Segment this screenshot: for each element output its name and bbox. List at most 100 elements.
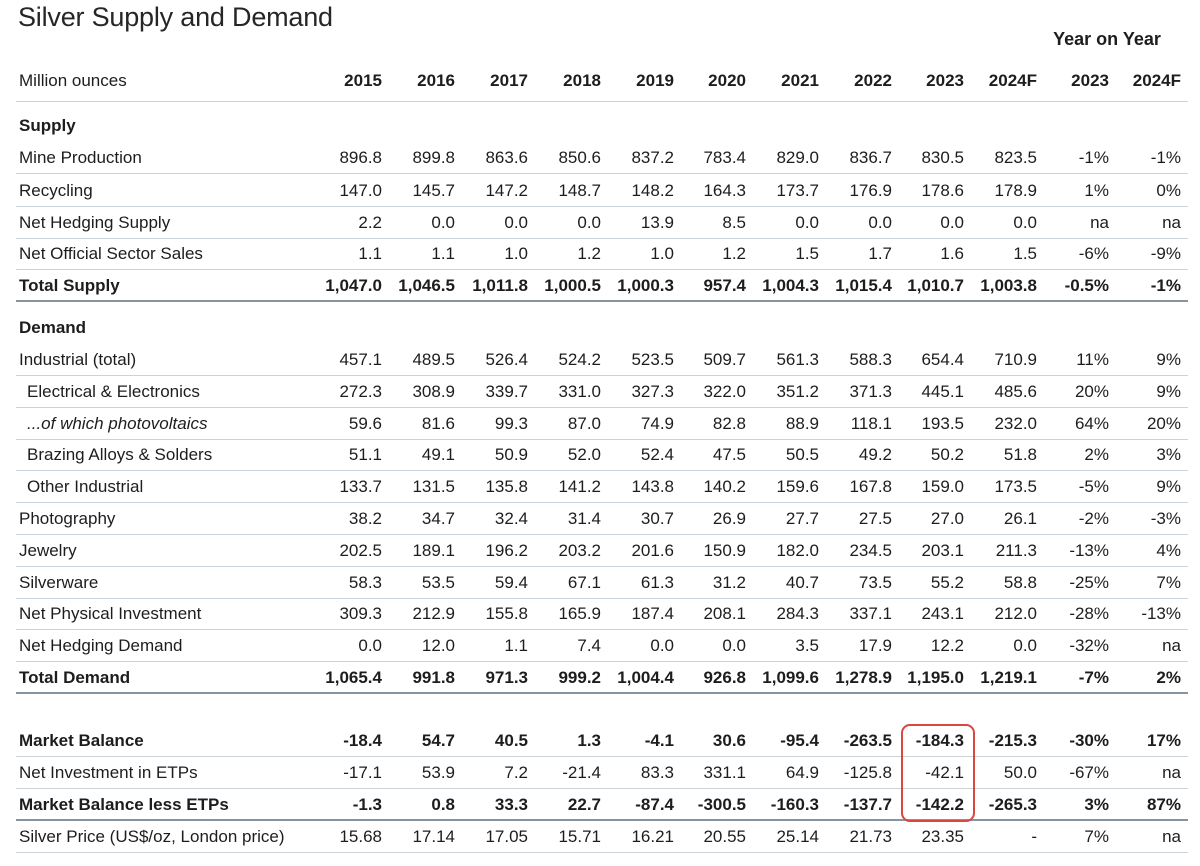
column-header: 2015 (344, 71, 382, 90)
table-cell: -3% (1150, 509, 1181, 528)
row-label: Recycling (19, 181, 93, 200)
table-cell: 140.2 (703, 477, 746, 496)
table-cell: 196.2 (485, 541, 528, 560)
table-cell: 15.71 (558, 827, 601, 846)
table-cell: 26.1 (1003, 509, 1037, 528)
table-cell: 0.0 (1013, 213, 1037, 232)
table-cell: 896.8 (339, 148, 382, 167)
table-cell: 2% (1156, 668, 1181, 687)
table-cell: 0.0 (650, 636, 674, 655)
table-cell: 20% (1074, 382, 1109, 401)
table-row: ...of which photovoltaics 59.6 81.6 99.3 87.… (0, 408, 1200, 440)
table-cell: 0.0 (795, 213, 819, 232)
table-cell: 131.5 (412, 477, 455, 496)
table-cell: 1% (1084, 181, 1109, 200)
table-cell: 1.2 (577, 244, 601, 263)
table-cell: na (1162, 636, 1181, 655)
table-cell: 59.4 (494, 573, 528, 592)
table-cell: -0.5% (1064, 276, 1109, 295)
table-cell: 3% (1156, 445, 1181, 464)
table-cell: 11% (1076, 350, 1109, 369)
table-cell: 27.0 (930, 509, 964, 528)
table-cell: 1,015.4 (835, 276, 892, 295)
row-label: Supply (19, 116, 76, 135)
table-cell: 141.2 (558, 477, 601, 496)
table-cell: 21.73 (849, 827, 892, 846)
table-cell: 830.5 (921, 148, 964, 167)
table-cell: 485.6 (994, 382, 1037, 401)
table-cell: 53.5 (421, 573, 455, 592)
table-row: Recycling 147.0 145.7 147.2 148.7 148.2 164.3 1… (0, 175, 1200, 207)
table-cell: 16.21 (631, 827, 674, 846)
table-row: Brazing Alloys & Solders 51.1 49.1 50.9 52.0… (0, 439, 1200, 471)
table-cell: 272.3 (339, 382, 382, 401)
table-cell: 173.7 (776, 181, 819, 200)
table-cell: -2% (1078, 509, 1109, 528)
table-cell: 0.0 (577, 213, 601, 232)
highlight-box (901, 724, 975, 822)
table-cell: 7% (1084, 827, 1109, 846)
table-cell: 2% (1084, 445, 1109, 464)
table-cell: 15.68 (339, 827, 382, 846)
row-label: Total Supply (19, 276, 120, 295)
table-cell: 67.1 (567, 573, 601, 592)
table-row: Net Official Sector Sales 1.1 1.1 1.0 1.2 1.0… (0, 238, 1200, 270)
table-cell: 0.0 (940, 213, 964, 232)
table-cell: 51.8 (1003, 445, 1037, 464)
table-cell: 187.4 (631, 604, 674, 623)
table-cell: 212.9 (412, 604, 455, 623)
table-cell: 339.7 (485, 382, 528, 401)
table-cell: 159.0 (921, 477, 964, 496)
table-cell: 654.4 (921, 350, 964, 369)
table-cell: 837.2 (631, 148, 674, 167)
table-cell: -87.4 (635, 795, 674, 814)
table-cell: 9% (1156, 382, 1181, 401)
table-cell: 50.2 (930, 445, 964, 464)
row-label: Total Demand (19, 668, 131, 687)
table-cell: 863.6 (485, 148, 528, 167)
section-header: Demand (0, 312, 1200, 344)
table-cell: 1.0 (504, 244, 528, 263)
column-header: 2023 (1071, 71, 1109, 90)
row-label: Market Balance less ETPs (19, 795, 229, 814)
table-cell: 526.4 (485, 350, 528, 369)
table-cell: 118.1 (850, 414, 892, 433)
table-cell: 9% (1156, 477, 1181, 496)
table-cell: 64.9 (785, 763, 819, 782)
table-cell: 40.7 (785, 573, 819, 592)
table-row: Silverware 58.3 53.5 59.4 67.1 61.3 31.2 40.7 73… (0, 567, 1200, 599)
table-cell: -18.4 (343, 731, 382, 750)
column-header: 2024F (1132, 71, 1181, 90)
table-row: Photography 38.2 34.7 32.4 31.4 30.7 26.9 27.7 2… (0, 503, 1200, 535)
column-header: 2021 (781, 71, 819, 90)
table-cell: 836.7 (849, 148, 892, 167)
table-cell: 1,195.0 (907, 668, 964, 687)
table-cell: 2.2 (358, 213, 382, 232)
table-cell: -215.3 (988, 731, 1037, 750)
table-cell: 203.1 (921, 541, 964, 560)
table-cell: 829.0 (776, 148, 819, 167)
table-cell: 1.2 (722, 244, 746, 263)
table-cell: 710.9 (994, 350, 1037, 369)
table-cell: 147.0 (339, 181, 382, 200)
table-cell: 167.8 (849, 477, 892, 496)
table-cell: 143.8 (631, 477, 674, 496)
table-cell: 52.4 (640, 445, 674, 464)
table-cell: 1.1 (431, 244, 455, 263)
table-cell: 445.1 (921, 382, 964, 401)
table-cell: 34.7 (421, 509, 455, 528)
table-cell: 50.0 (1003, 763, 1037, 782)
table-cell: -17.1 (343, 763, 382, 782)
table-cell: 351.2 (776, 382, 819, 401)
table-cell: -32% (1069, 636, 1109, 655)
row-label: Jewelry (19, 541, 77, 560)
table-cell: -21.4 (562, 763, 601, 782)
table-cell: 1,046.5 (398, 276, 455, 295)
table-cell: 957.4 (703, 276, 746, 295)
table-cell: 26.9 (712, 509, 746, 528)
table-cell: 524.2 (558, 350, 601, 369)
table-cell: 53.9 (421, 763, 455, 782)
row-label: Net Hedging Supply (19, 213, 171, 232)
table-cell: 27.5 (858, 509, 892, 528)
table-cell: 1,010.7 (907, 276, 964, 295)
